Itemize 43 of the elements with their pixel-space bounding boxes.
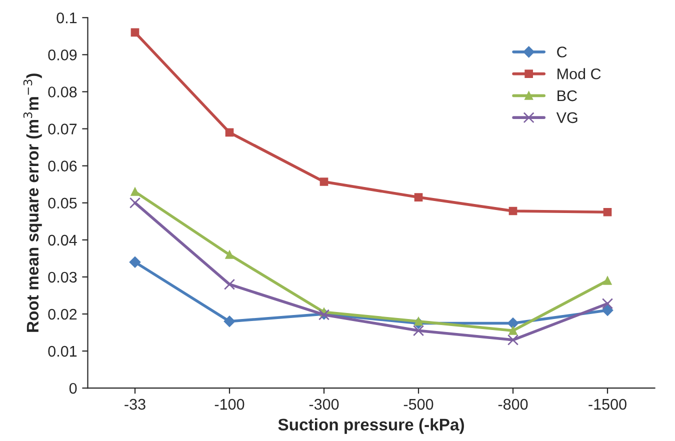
x-tick-label: -300 (309, 398, 339, 410)
y-tick-label: 0.04 (48, 234, 77, 246)
point (414, 193, 423, 202)
y-tick-label: 0.06 (48, 160, 77, 172)
x-axis-title: Suction pressure (-kPa) (278, 418, 464, 434)
y-tick-label: 0.09 (48, 50, 77, 60)
point (507, 334, 519, 346)
y-tick-label: 0.1 (56, 12, 77, 24)
point (225, 128, 234, 137)
x-tick-label: -500 (404, 398, 434, 410)
point (130, 188, 140, 196)
y-tick-label: 0.05 (48, 198, 77, 209)
y-tick-label: 0.07 (48, 124, 77, 134)
x-tick-label: -33 (124, 398, 146, 410)
point (130, 28, 140, 37)
point (602, 304, 614, 316)
x-tick-label: -1500 (588, 398, 626, 410)
legend-label: Mod C (558, 68, 601, 80)
x-tick-label: -800 (498, 398, 528, 410)
point (507, 318, 519, 329)
point (508, 326, 518, 335)
y-tick-label: 0.08 (48, 86, 77, 98)
y-tick-label: 0.02 (48, 308, 77, 320)
point (320, 178, 328, 186)
x-tick-label: -100 (214, 398, 244, 410)
legend-label: VG (556, 112, 578, 124)
y-tick-label: 0.03 (48, 272, 77, 283)
point (508, 206, 518, 216)
y-tick-label: 0 (69, 382, 77, 394)
point (224, 278, 236, 290)
point (602, 298, 614, 310)
point (603, 208, 612, 216)
y-axis-title: Root mean square error (m$^{3}$m$^{−3}$) (23, 74, 42, 332)
point (603, 276, 612, 285)
point (412, 325, 424, 336)
point (224, 316, 236, 328)
point (129, 197, 141, 208)
point (225, 250, 234, 259)
y-tick-label: 0.01 (48, 346, 77, 357)
legend-label: C (557, 46, 567, 58)
point (129, 256, 141, 268)
point (414, 317, 423, 326)
legend-label: BC (558, 90, 577, 102)
